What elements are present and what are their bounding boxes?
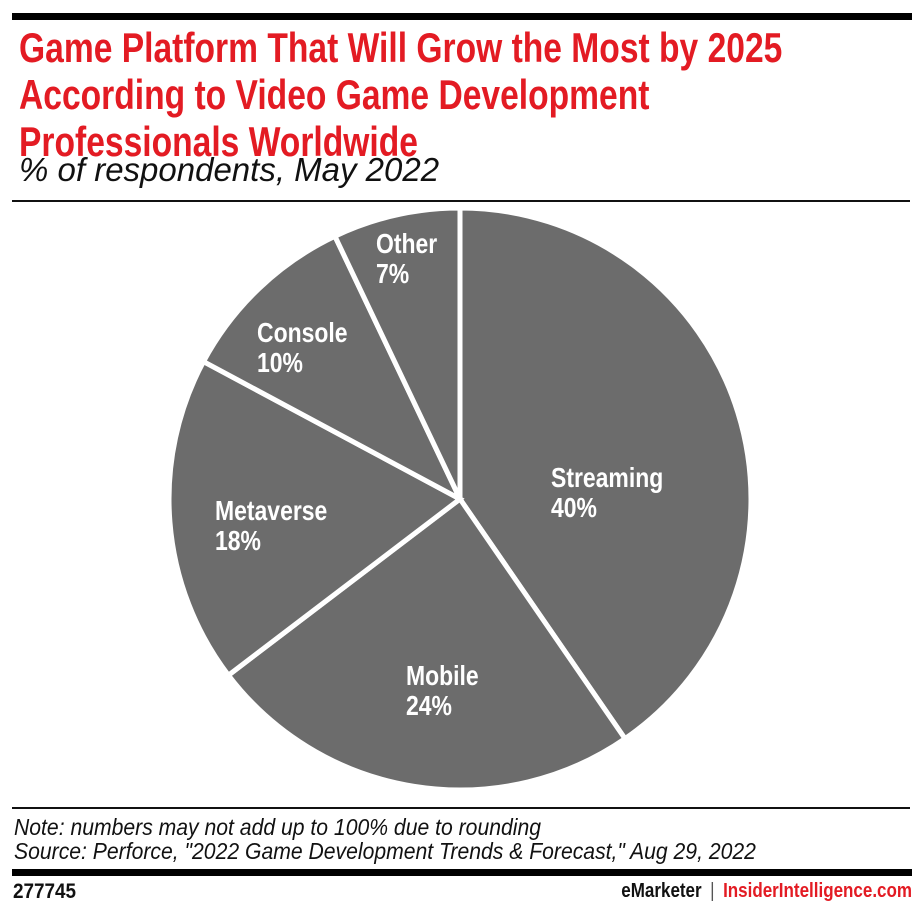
pie-slice-streaming: [457, 205, 754, 743]
chart-title: Game Platform That Will Grow the Most by…: [19, 24, 922, 165]
pie-label-name: Mobile: [406, 660, 479, 691]
note-text: Note: numbers may not add up to 100% due…: [14, 814, 542, 840]
source-text: Source: Perforce, "2022 Game Development…: [14, 838, 756, 864]
pie-label-value: 40%: [551, 492, 597, 523]
pie-slice-mobile: [224, 495, 629, 793]
pie-label-name: Streaming: [551, 462, 664, 493]
top-divider-bar: [12, 13, 912, 20]
pie-label-value: 18%: [215, 525, 261, 556]
chart-title-line-2: According to Video Game Development: [19, 71, 650, 118]
pie-label-streaming: Streaming 40%: [551, 463, 663, 523]
pie-label-name: Console: [257, 317, 348, 348]
pie-label-mobile: Mobile 24%: [406, 661, 479, 721]
brand-row: eMarketer | InsiderIntelligence.com: [621, 880, 912, 903]
footer-divider-bar: [12, 869, 912, 876]
brand-separator: |: [710, 880, 715, 902]
pie-label-value: 10%: [257, 347, 303, 378]
note-divider: [12, 807, 910, 809]
pie-slice-other: [331, 205, 463, 501]
chart-notes: Note: numbers may not add up to 100% due…: [14, 815, 756, 863]
brand-insiderintelligence-link[interactable]: InsiderIntelligence.com: [723, 880, 912, 902]
pie-label-value: 7%: [376, 258, 410, 289]
chart-subtitle: % of respondents, May 2022: [19, 151, 440, 188]
pie-label-metaverse: Metaverse 18%: [215, 496, 327, 556]
header-divider: [12, 200, 910, 202]
chart-title-line-3: Professionals Worldwide: [19, 118, 418, 165]
pie-label-value: 24%: [406, 690, 452, 721]
pie-label-console: Console 10%: [257, 318, 348, 378]
pie-label-name: Metaverse: [215, 495, 328, 526]
chart-id: 277745: [13, 880, 77, 903]
pie-label-other: Other 7%: [376, 229, 437, 289]
chart-title-line-1: Game Platform That Will Grow the Most by…: [19, 24, 783, 71]
brand-emarketer: eMarketer: [621, 880, 702, 902]
pie-slice-console: [200, 232, 466, 505]
pie-slice-metaverse: [166, 358, 465, 679]
pie-label-name: Other: [376, 228, 438, 259]
